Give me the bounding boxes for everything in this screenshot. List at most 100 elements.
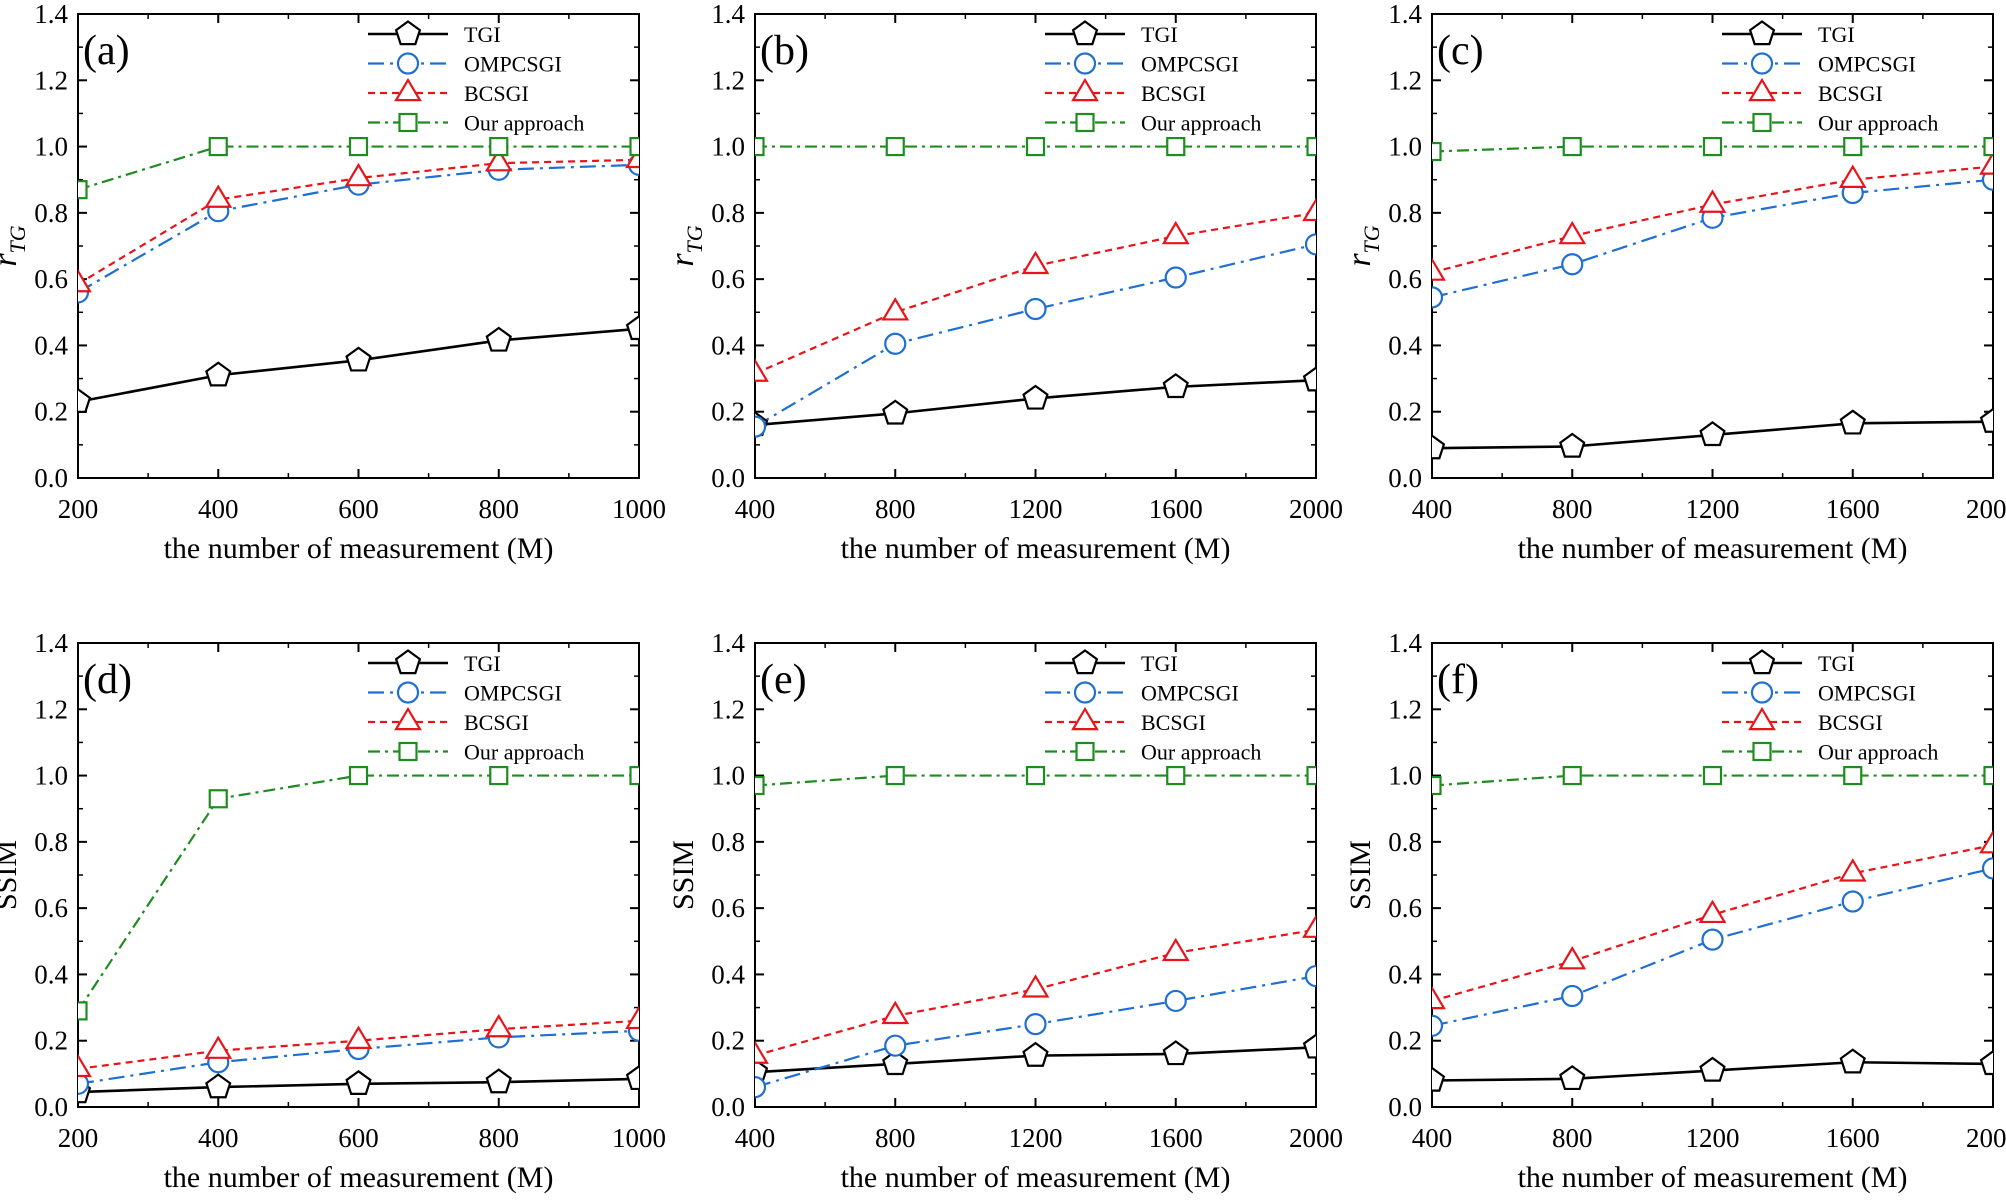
data-point-tgi bbox=[205, 1073, 232, 1099]
y-tick-label: 1.0 bbox=[1388, 761, 1422, 791]
x-tick-label: 600 bbox=[338, 1123, 379, 1153]
data-point-ompcsgi bbox=[1432, 1014, 1444, 1037]
legend-label-bcsgi: BCSGI bbox=[1141, 710, 1206, 735]
data-point-our-approach bbox=[1983, 136, 1993, 157]
legend-marker-our-approach bbox=[1075, 741, 1095, 762]
legend-marker-our-approach bbox=[1752, 112, 1772, 133]
data-point-bcsgi bbox=[1432, 985, 1446, 1010]
legend-label-tgi: TGI bbox=[1141, 651, 1178, 676]
series-line-ompcsgi bbox=[755, 243, 1316, 428]
data-point-bcsgi bbox=[755, 1040, 769, 1064]
y-tick-label: 1.0 bbox=[1388, 132, 1422, 162]
data-point-bcsgi bbox=[78, 268, 92, 293]
data-point-our-approach bbox=[1843, 136, 1863, 157]
data-point-ompcsgi bbox=[1561, 984, 1584, 1008]
legend-marker-tgi bbox=[1071, 649, 1099, 675]
data-point-tgi bbox=[78, 387, 92, 413]
legend: TGI OMPCSGI BCSGI Our approach bbox=[1045, 649, 1261, 765]
series-line-bcsgi bbox=[755, 211, 1316, 375]
data-point-tgi bbox=[345, 346, 372, 372]
data-point-bcsgi bbox=[1838, 164, 1867, 188]
plot-frame bbox=[1431, 642, 1994, 1108]
data-point-our-approach bbox=[755, 136, 765, 157]
data-point-ompcsgi bbox=[78, 1072, 90, 1095]
y-tick-label: 0.8 bbox=[1388, 827, 1422, 857]
y-axis-label: rTG bbox=[0, 225, 30, 266]
y-tick-label: 1.2 bbox=[1388, 65, 1422, 95]
y-tick-label: 0.6 bbox=[34, 893, 68, 923]
data-point-ompcsgi bbox=[1561, 253, 1584, 276]
data-point-bcsgi bbox=[1838, 858, 1867, 882]
legend-label-our-approach: Our approach bbox=[464, 740, 584, 765]
data-point-our-approach bbox=[1306, 136, 1316, 157]
y-tick-label: 0.4 bbox=[711, 959, 745, 989]
legend-marker-bcsgi bbox=[1071, 706, 1099, 731]
legend-label-ompcsgi: OMPCSGI bbox=[1141, 52, 1239, 77]
data-point-tgi bbox=[1699, 421, 1726, 447]
marker-group bbox=[755, 136, 1316, 438]
y-axis-label-subscript: TG bbox=[5, 225, 30, 253]
y-tick-label: 0.4 bbox=[711, 330, 745, 360]
y-tick-label: 1.4 bbox=[1388, 0, 1422, 29]
legend-label-tgi: TGI bbox=[464, 22, 501, 47]
y-axis-label: rTG bbox=[1341, 225, 1384, 266]
data-point-bcsgi bbox=[625, 1005, 639, 1030]
data-point-tgi bbox=[625, 315, 639, 341]
series-line-our-approach bbox=[78, 774, 639, 1012]
legend-marker-our-approach bbox=[398, 112, 418, 133]
y-tick-label: 1.2 bbox=[34, 694, 68, 724]
x-axis-label: the number of measurement (M) bbox=[841, 1161, 1231, 1194]
y-axis-label: SSIM bbox=[1344, 840, 1377, 910]
y-tick-label: 0.8 bbox=[711, 827, 745, 857]
data-point-ompcsgi bbox=[884, 332, 907, 355]
plot-frame bbox=[1431, 13, 1994, 479]
legend-marker-bcsgi bbox=[394, 706, 422, 731]
data-point-our-approach bbox=[885, 136, 905, 157]
data-point-ompcsgi bbox=[1432, 286, 1444, 309]
data-point-our-approach bbox=[348, 765, 369, 786]
data-point-tgi bbox=[1302, 1033, 1316, 1059]
data-point-bcsgi bbox=[1302, 197, 1316, 222]
data-point-tgi bbox=[485, 326, 512, 352]
data-point-our-approach bbox=[629, 765, 639, 786]
legend-label-our-approach: Our approach bbox=[1141, 740, 1261, 765]
data-point-bcsgi bbox=[755, 358, 769, 382]
marker-group bbox=[755, 765, 1316, 1099]
x-axis-label: the number of measurement (M) bbox=[164, 532, 554, 565]
legend-marker-tgi bbox=[1748, 20, 1776, 46]
y-axis-label: SSIM bbox=[0, 840, 23, 910]
y-tick-label: 1.0 bbox=[711, 132, 745, 162]
x-tick-label: 400 bbox=[735, 494, 776, 524]
y-tick-label: 1.4 bbox=[1388, 628, 1422, 658]
data-point-our-approach bbox=[1432, 141, 1442, 162]
data-point-bcsgi bbox=[1021, 974, 1050, 998]
legend-marker-tgi bbox=[394, 20, 422, 46]
series-group bbox=[1432, 774, 1993, 1082]
data-point-bcsgi bbox=[1979, 151, 1993, 175]
data-point-ompcsgi bbox=[1981, 168, 1993, 191]
y-tick-label: 1.4 bbox=[711, 628, 745, 658]
data-point-tgi bbox=[1432, 1066, 1446, 1092]
legend-label-our-approach: Our approach bbox=[1818, 111, 1938, 136]
x-tick-label: 200 bbox=[58, 1123, 99, 1153]
panel-label: (d) bbox=[83, 657, 132, 703]
y-tick-label: 0.6 bbox=[711, 264, 745, 294]
y-tick-label: 1.4 bbox=[711, 0, 745, 29]
y-tick-label: 0.2 bbox=[34, 1026, 68, 1056]
y-tick-label: 0.0 bbox=[711, 463, 745, 493]
data-point-bcsgi bbox=[204, 1035, 233, 1059]
data-point-ompcsgi bbox=[1841, 890, 1864, 913]
data-point-tgi bbox=[1559, 1064, 1586, 1091]
data-point-tgi bbox=[1022, 384, 1049, 410]
data-point-ompcsgi bbox=[755, 415, 767, 438]
y-tick-label: 1.2 bbox=[34, 65, 68, 95]
data-point-our-approach bbox=[489, 765, 509, 786]
legend-marker-our-approach bbox=[398, 741, 418, 762]
legend: TGI OMPCSGI BCSGI Our approach bbox=[1722, 20, 1938, 136]
y-tick-label: 0.2 bbox=[1388, 1026, 1422, 1056]
y-tick-label: 0.4 bbox=[34, 330, 68, 360]
y-tick-label: 1.4 bbox=[34, 0, 68, 29]
data-point-bcsgi bbox=[484, 1013, 513, 1038]
x-tick-label: 1600 bbox=[1149, 1123, 1203, 1153]
x-tick-label: 800 bbox=[875, 494, 916, 524]
